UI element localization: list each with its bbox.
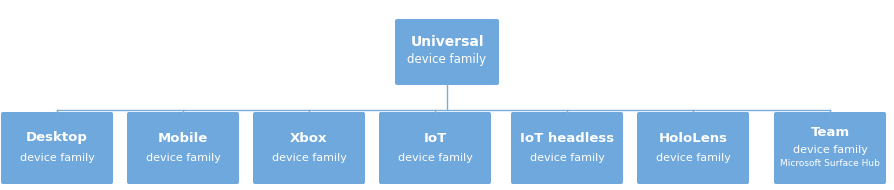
- Text: device family: device family: [655, 153, 730, 163]
- Text: device family: device family: [408, 54, 486, 66]
- FancyBboxPatch shape: [774, 112, 886, 184]
- Text: device family: device family: [146, 153, 221, 163]
- Text: Team: Team: [811, 126, 849, 139]
- FancyBboxPatch shape: [395, 19, 499, 85]
- FancyBboxPatch shape: [379, 112, 491, 184]
- Text: IoT headless: IoT headless: [520, 131, 614, 145]
- FancyBboxPatch shape: [637, 112, 749, 184]
- FancyBboxPatch shape: [1, 112, 113, 184]
- FancyBboxPatch shape: [253, 112, 365, 184]
- Text: Microsoft Surface Hub: Microsoft Surface Hub: [780, 159, 880, 169]
- Text: Universal: Universal: [410, 35, 484, 49]
- FancyBboxPatch shape: [127, 112, 239, 184]
- Text: Desktop: Desktop: [26, 131, 88, 145]
- Text: device family: device family: [20, 153, 95, 163]
- Text: device family: device family: [272, 153, 347, 163]
- Text: HoloLens: HoloLens: [659, 131, 728, 145]
- FancyBboxPatch shape: [511, 112, 623, 184]
- Text: Xbox: Xbox: [291, 131, 328, 145]
- Text: device family: device family: [398, 153, 472, 163]
- Text: device family: device family: [529, 153, 604, 163]
- Text: Mobile: Mobile: [158, 131, 208, 145]
- Text: device family: device family: [793, 145, 867, 155]
- Text: IoT: IoT: [424, 131, 447, 145]
